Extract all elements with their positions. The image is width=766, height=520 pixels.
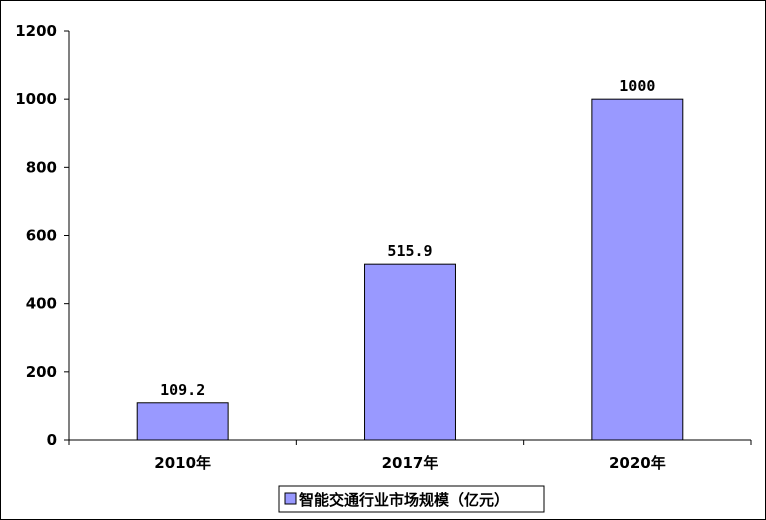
bar — [364, 263, 456, 441]
y-tick-label: 1000 — [15, 90, 57, 108]
y-tick-label: 800 — [26, 158, 57, 176]
bars — [136, 98, 684, 441]
x-tick-label: 2017年 — [382, 454, 439, 472]
bar-value-label: 1000 — [619, 77, 655, 95]
legend-label: 智能交通行业市场规模（亿元） — [299, 491, 509, 509]
bar-value-label: 515.9 — [387, 242, 432, 260]
y-tick-label: 400 — [26, 295, 57, 313]
y-tick-label: 0 — [47, 431, 57, 449]
x-axis: 2010年 2017年 2020年 — [68, 439, 752, 472]
bar — [136, 402, 229, 441]
legend-box — [278, 485, 545, 513]
legend: 智能交通行业市场规模（亿元） — [278, 485, 545, 513]
x-tick-label: 2010年 — [154, 454, 211, 472]
bar-value-label: 109.2 — [160, 381, 205, 399]
y-tick-label: 200 — [26, 363, 57, 381]
legend-swatch — [284, 492, 297, 505]
y-axis: 0 200 400 600 800 1000 1200 — [15, 22, 70, 449]
x-tick-label: 2020年 — [609, 454, 666, 472]
bar — [591, 98, 684, 441]
y-tick-label: 600 — [26, 227, 57, 245]
data-labels: 109.2 515.9 1000 — [160, 77, 655, 399]
y-tick-label: 1200 — [15, 22, 57, 40]
